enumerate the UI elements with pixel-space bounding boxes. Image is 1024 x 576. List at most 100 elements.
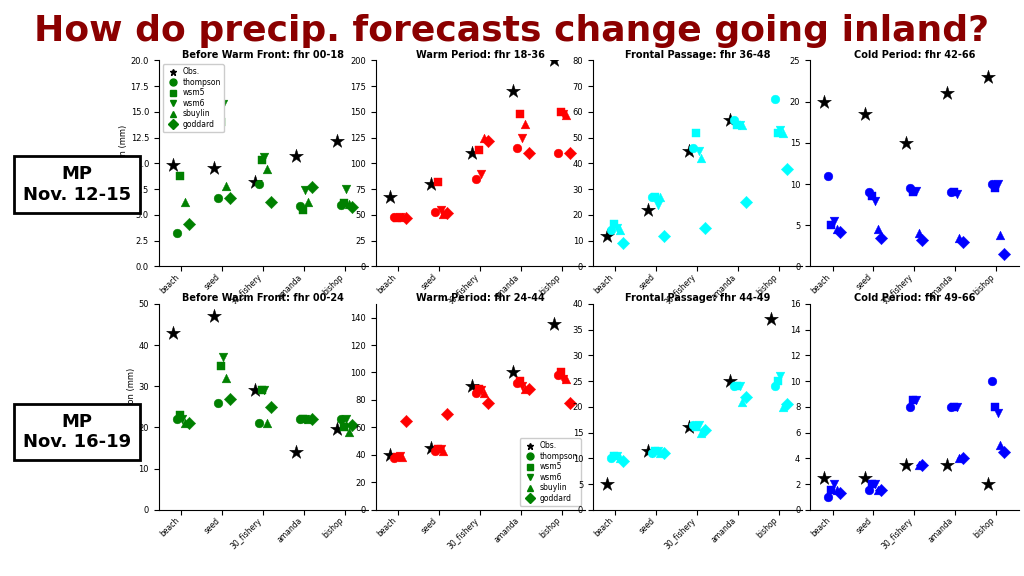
Point <box>864 479 881 488</box>
Point <box>902 402 919 411</box>
Point <box>644 449 660 458</box>
Point <box>611 226 628 235</box>
Point <box>165 161 181 170</box>
Point <box>907 396 924 405</box>
Point <box>256 153 272 162</box>
Point <box>329 425 345 434</box>
Point <box>688 128 705 137</box>
Point <box>251 419 267 428</box>
Point <box>939 460 955 469</box>
Legend: Obs., thompson, wsm5, wsm6, sbuylin, goddard: Obs., thompson, wsm5, wsm6, sbuylin, god… <box>163 65 224 132</box>
Point <box>517 120 534 129</box>
Point <box>775 402 792 411</box>
Point <box>297 185 313 195</box>
Point <box>520 149 537 158</box>
Point <box>640 446 656 455</box>
Point <box>869 225 886 234</box>
Point <box>939 89 955 98</box>
Point <box>649 446 666 455</box>
Point <box>866 196 883 205</box>
Point <box>948 402 965 411</box>
Point <box>722 377 738 386</box>
Point <box>831 488 848 498</box>
Text: MP
Nov. 16-19: MP Nov. 16-19 <box>23 412 131 452</box>
Point <box>254 386 270 395</box>
Point <box>479 398 496 407</box>
Point <box>555 109 571 119</box>
Point <box>336 423 352 432</box>
Point <box>397 213 414 222</box>
Point <box>775 128 792 137</box>
Point <box>172 411 188 420</box>
Point <box>514 133 530 142</box>
Point <box>430 177 446 187</box>
Point <box>831 227 848 236</box>
Point <box>869 486 886 495</box>
Point <box>512 109 528 119</box>
Point <box>329 136 345 145</box>
Point <box>995 447 1012 456</box>
Point <box>336 198 352 207</box>
Point <box>479 136 496 145</box>
Point <box>857 109 873 119</box>
Point <box>382 193 398 202</box>
Point <box>954 237 971 247</box>
Point <box>517 384 534 393</box>
Point <box>550 370 566 380</box>
Point <box>688 423 705 432</box>
Point <box>770 377 786 386</box>
Point <box>737 392 754 401</box>
Point <box>905 396 922 405</box>
Point <box>394 452 411 461</box>
Point <box>471 146 487 155</box>
Point <box>734 120 751 130</box>
Point <box>262 197 279 206</box>
Point <box>770 128 786 137</box>
Title: Warm Period: fhr 18-36: Warm Period: fhr 18-36 <box>416 50 545 60</box>
Point <box>206 163 222 172</box>
Point <box>292 201 308 210</box>
Point <box>247 386 263 395</box>
Point <box>177 419 194 428</box>
Point <box>423 179 439 188</box>
Point <box>943 402 959 411</box>
Point <box>218 181 234 191</box>
Point <box>816 97 833 106</box>
Point <box>546 56 562 65</box>
Point <box>180 419 197 428</box>
Point <box>553 107 569 116</box>
Point <box>681 423 697 432</box>
Point <box>213 118 229 127</box>
Point <box>767 94 783 104</box>
Point <box>558 111 574 120</box>
Point <box>872 486 889 495</box>
Point <box>987 402 1004 411</box>
Point <box>825 479 842 488</box>
Point <box>913 236 930 245</box>
Point <box>693 154 710 163</box>
Point <box>514 381 530 391</box>
Point <box>828 225 845 234</box>
Point <box>221 394 238 403</box>
Point <box>690 146 707 155</box>
Point <box>980 479 996 488</box>
Point <box>468 388 484 397</box>
Point <box>902 184 919 193</box>
Point <box>464 149 480 158</box>
Point <box>905 188 922 197</box>
Point <box>726 115 742 124</box>
Point <box>391 452 408 461</box>
Point <box>251 179 267 188</box>
Point <box>550 149 566 158</box>
Point <box>984 377 1000 386</box>
Point <box>169 229 185 238</box>
Point <box>726 381 742 391</box>
Point <box>423 444 439 453</box>
Point <box>386 213 402 222</box>
Y-axis label: Precipitation (mm): Precipitation (mm) <box>127 367 135 446</box>
Point <box>767 381 783 391</box>
Point <box>907 186 924 195</box>
Point <box>599 479 615 488</box>
Point <box>210 398 226 407</box>
Point <box>649 200 666 209</box>
